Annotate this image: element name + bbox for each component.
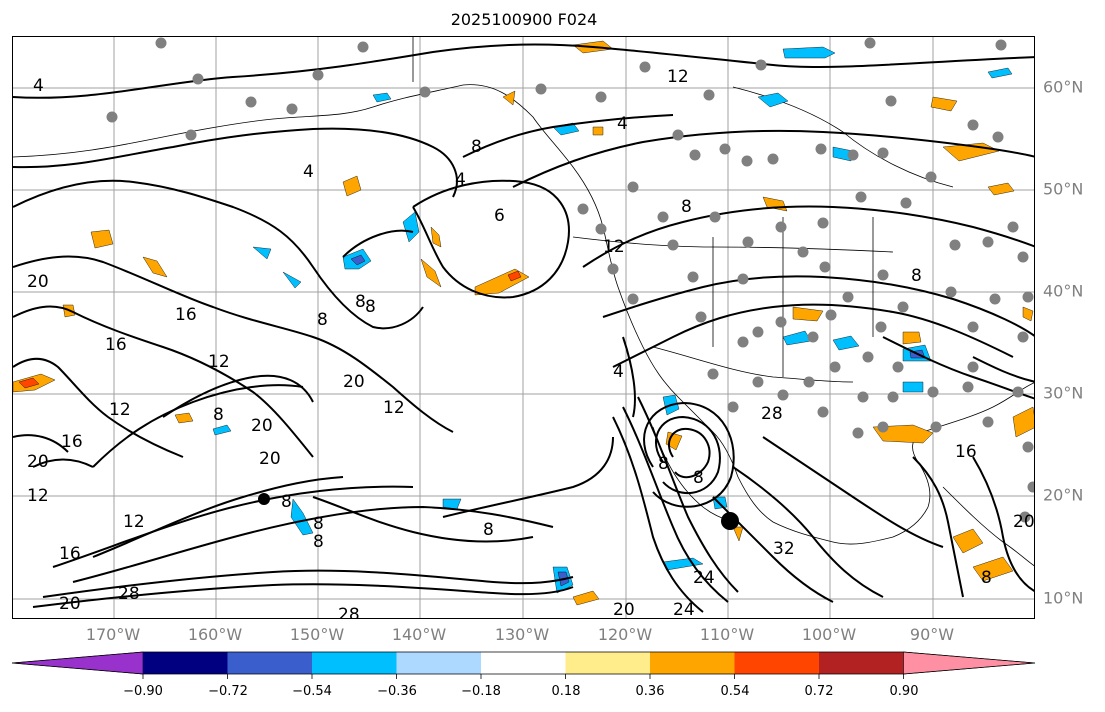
colorbar-extend-max xyxy=(903,651,1036,675)
storm-marker-large xyxy=(721,512,739,530)
contour-label: 12 xyxy=(27,486,49,506)
contour-label: 16 xyxy=(175,305,197,325)
contour-label: 8 xyxy=(471,137,482,157)
contour-label: 4 xyxy=(455,170,466,190)
colorbar-segment xyxy=(396,652,482,674)
contour-label: 4 xyxy=(617,114,628,134)
colorbar-tick-label: 0.72 xyxy=(804,684,834,699)
lon-label: 140°W xyxy=(391,625,447,644)
colorbar-tick-label: 0.54 xyxy=(720,684,750,699)
contour-label: 12 xyxy=(383,398,405,418)
contour-label: 6 xyxy=(494,206,505,226)
colorbar-extend-min xyxy=(11,651,144,675)
contour-label: 4 xyxy=(303,162,314,182)
colorbar-segment xyxy=(650,652,735,674)
lat-label: 30°N xyxy=(1043,383,1084,403)
colorbar-tick-label: −0.36 xyxy=(377,684,417,699)
lat-label: 50°N xyxy=(1043,179,1084,199)
contour-label: 32 xyxy=(773,539,795,559)
contour-label: 20 xyxy=(27,452,49,472)
colorbar-segment xyxy=(312,652,397,674)
contour-label: 12 xyxy=(667,67,689,87)
contour-label: 28 xyxy=(118,584,140,604)
colorbar-tick-label: −0.54 xyxy=(292,684,332,699)
contour-label: 8 xyxy=(313,514,324,534)
contour-label: 20 xyxy=(27,272,49,292)
contour-label: 8 xyxy=(355,292,366,312)
contour-label: 16 xyxy=(59,544,81,564)
lon-label: 120°W xyxy=(597,625,653,644)
contour-label: 8 xyxy=(658,454,669,474)
storm-marker-small xyxy=(258,493,270,505)
contour-label: 16 xyxy=(105,335,127,355)
contour-label: 8 xyxy=(981,568,992,588)
lon-label: 130°W xyxy=(494,625,550,644)
observation-dots xyxy=(106,37,1034,523)
contour-label: 20 xyxy=(1013,512,1035,532)
contour-label: 4 xyxy=(613,362,624,382)
contour-label: 20 xyxy=(259,449,281,469)
lon-label: 160°W xyxy=(187,625,243,644)
colorbar-tick-label: −0.72 xyxy=(208,684,248,699)
lon-label: 100°W xyxy=(801,625,857,644)
colorbar-tick-label: 0.36 xyxy=(635,684,665,699)
contour-label: 8 xyxy=(483,520,494,540)
map-title: 2025100900 F024 xyxy=(450,10,598,29)
contour-label: 12 xyxy=(208,352,230,372)
colorbar-segment xyxy=(143,652,228,674)
contour-label: 20 xyxy=(343,372,365,392)
colorbar-tick-label: −0.90 xyxy=(123,684,163,699)
contour-label: 8 xyxy=(213,405,224,425)
lat-label: 40°N xyxy=(1043,281,1084,301)
contour-label: 8 xyxy=(281,492,292,512)
contour-label: 8 xyxy=(681,197,692,217)
lat-label: 60°N xyxy=(1043,77,1084,97)
contour-label: 24 xyxy=(673,600,695,619)
map-panel: 4 12 4 4 8 4 8 12 8 20 16 16 12 8 8 20 12 4 20 12 8 20 20 16 12 1… xyxy=(12,36,1035,619)
contour-label: 16 xyxy=(955,442,977,462)
contour-label: 12 xyxy=(603,237,625,257)
contour-label: 24 xyxy=(693,568,715,588)
contour-label: 8 xyxy=(911,266,922,286)
colorbar-segment xyxy=(734,652,820,674)
coastlines xyxy=(13,37,1034,567)
lon-label: 110°W xyxy=(699,625,755,644)
contour-label: 12 xyxy=(123,512,145,532)
contour-label: 28 xyxy=(761,404,783,424)
lat-label: 10°N xyxy=(1043,588,1084,608)
lon-label: 170°W xyxy=(85,625,141,644)
colorbar-segment xyxy=(819,652,904,674)
contour-label: 8 xyxy=(365,297,376,317)
lon-label: 90°W xyxy=(909,625,955,644)
contour-label: 12 xyxy=(109,400,131,420)
colorbar-segment xyxy=(481,652,566,674)
colorbar-segment xyxy=(565,652,651,674)
contour-label: 20 xyxy=(59,594,81,614)
contour-label: 20 xyxy=(613,600,635,619)
colorbar-tick-label: 0.18 xyxy=(551,684,581,699)
colorbar-segment xyxy=(227,652,313,674)
contour-label: 20 xyxy=(251,416,273,436)
lon-label: 150°W xyxy=(289,625,345,644)
contour-label: 16 xyxy=(61,432,83,452)
contour-label: 8 xyxy=(317,310,328,330)
lat-label: 20°N xyxy=(1043,485,1084,505)
contour-label: 8 xyxy=(313,532,324,552)
contour-label: 8 xyxy=(693,468,704,488)
colorbar-tick-label: 0.90 xyxy=(889,684,919,699)
contour-label: 28 xyxy=(338,605,360,619)
colorbar xyxy=(11,651,1036,679)
contour-label: 4 xyxy=(33,76,44,96)
colorbar-tick-label: −0.18 xyxy=(461,684,501,699)
